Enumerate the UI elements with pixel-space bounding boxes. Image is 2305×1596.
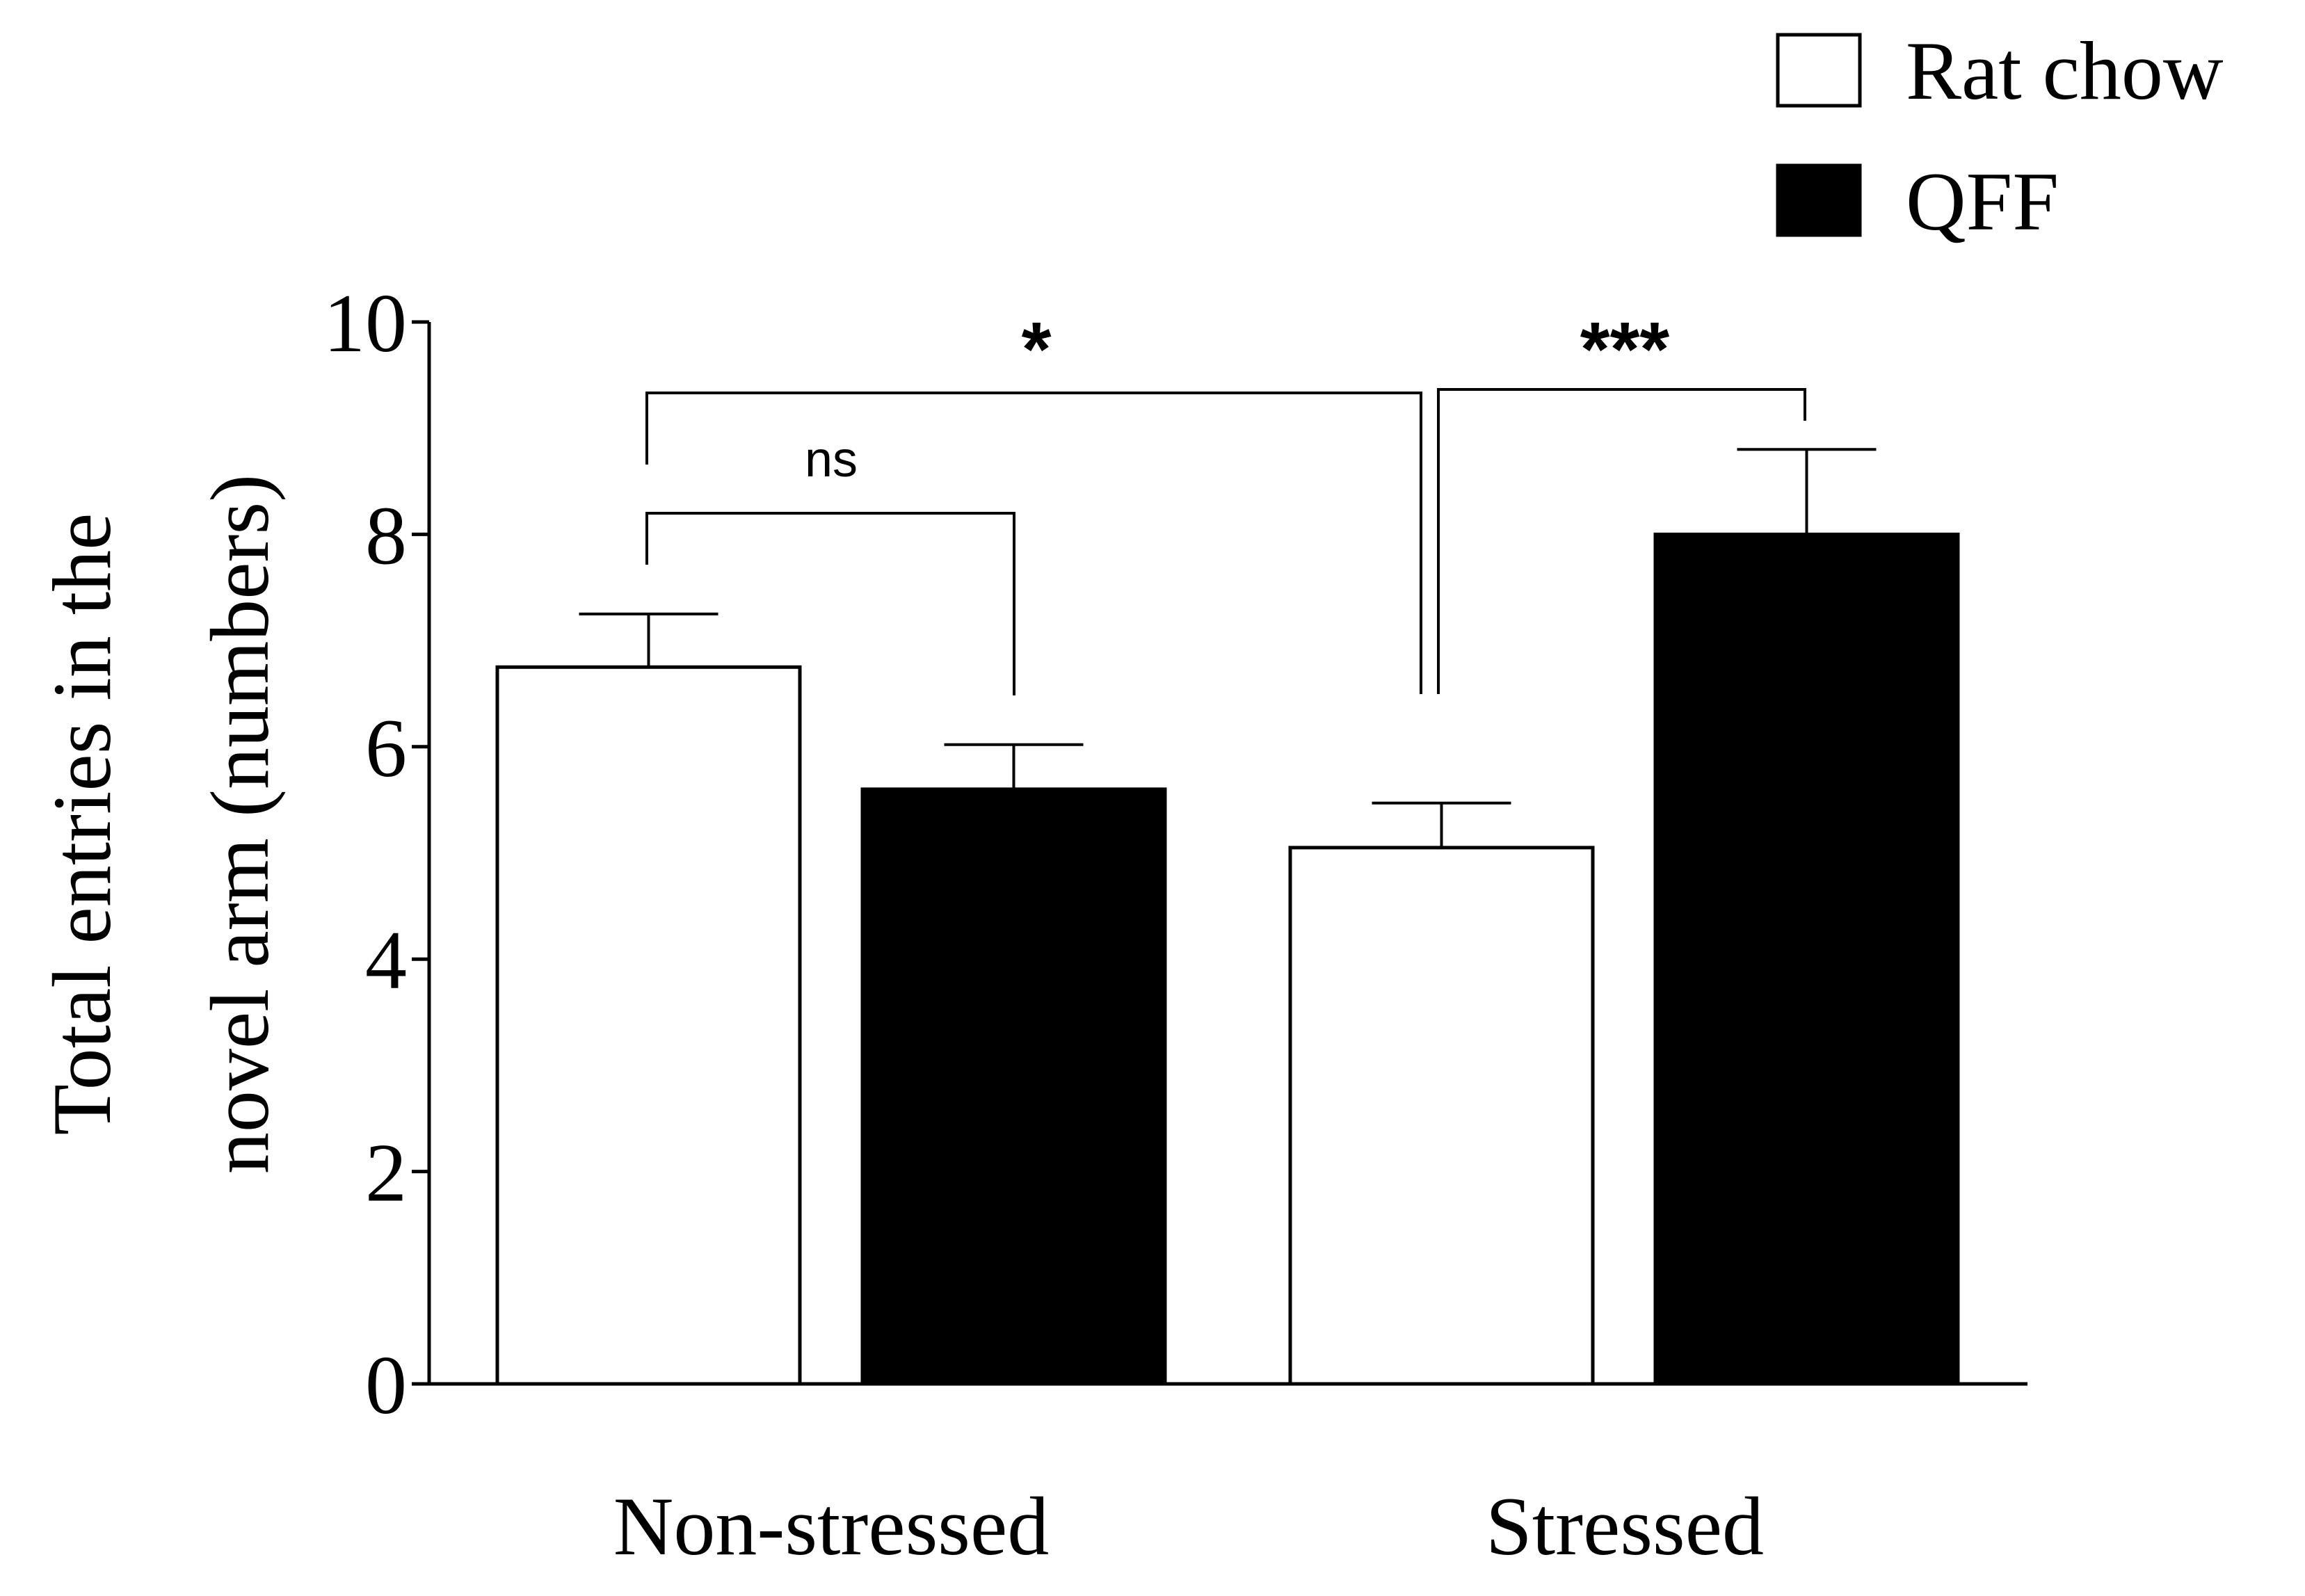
y-axis-ticks: 0 2 4 6 8 10	[323, 277, 429, 1431]
y-axis-title-line-2: novel arm (numbers)	[193, 474, 286, 1174]
category-label-stressed: Stressed	[1486, 1480, 1764, 1572]
significance-bracket-ns: ns	[645, 432, 1015, 695]
category-label-non-stressed: Non-stressed	[613, 1480, 1050, 1572]
legend-label-qff: QFF	[1906, 155, 2059, 248]
y-axis-title: Total entries in the novel arm (numbers)	[35, 474, 286, 1174]
bracket-triple-star-line	[1437, 388, 1806, 694]
significance-label-triple-star: ***	[1580, 307, 1670, 392]
y-tick-label-0: 0	[365, 1339, 407, 1431]
significance-label-ns: ns	[805, 432, 858, 487]
y-tick-label-4: 4	[365, 914, 407, 1006]
bar-non-stressed-qff	[860, 787, 1167, 1386]
significance-bracket-star: *	[645, 307, 1422, 694]
y-tick-label-6: 6	[365, 702, 407, 794]
significance-bracket-triple-star: ***	[1437, 307, 1806, 694]
legend: Rat chow QFF	[1776, 24, 2224, 248]
y-tick-label-2: 2	[365, 1127, 407, 1219]
bracket-ns-line	[645, 512, 1015, 695]
bar-non-stressed-rat-chow	[495, 665, 802, 1386]
y-tick-label-10: 10	[323, 277, 407, 369]
bar-stressed-qff	[1653, 532, 1960, 1386]
legend-label-rat-chow: Rat chow	[1906, 24, 2224, 117]
y-axis-title-line-1: Total entries in the	[35, 513, 128, 1136]
legend-swatch-qff	[1776, 163, 1862, 237]
bracket-star-line	[645, 392, 1422, 694]
legend-swatch-rat-chow	[1776, 33, 1862, 108]
bar-series	[495, 532, 1960, 1386]
significance-label-star: *	[1022, 307, 1052, 392]
bar-stressed-rat-chow	[1288, 846, 1595, 1386]
error-bars	[579, 448, 1877, 848]
y-tick-label-8: 8	[365, 489, 407, 581]
